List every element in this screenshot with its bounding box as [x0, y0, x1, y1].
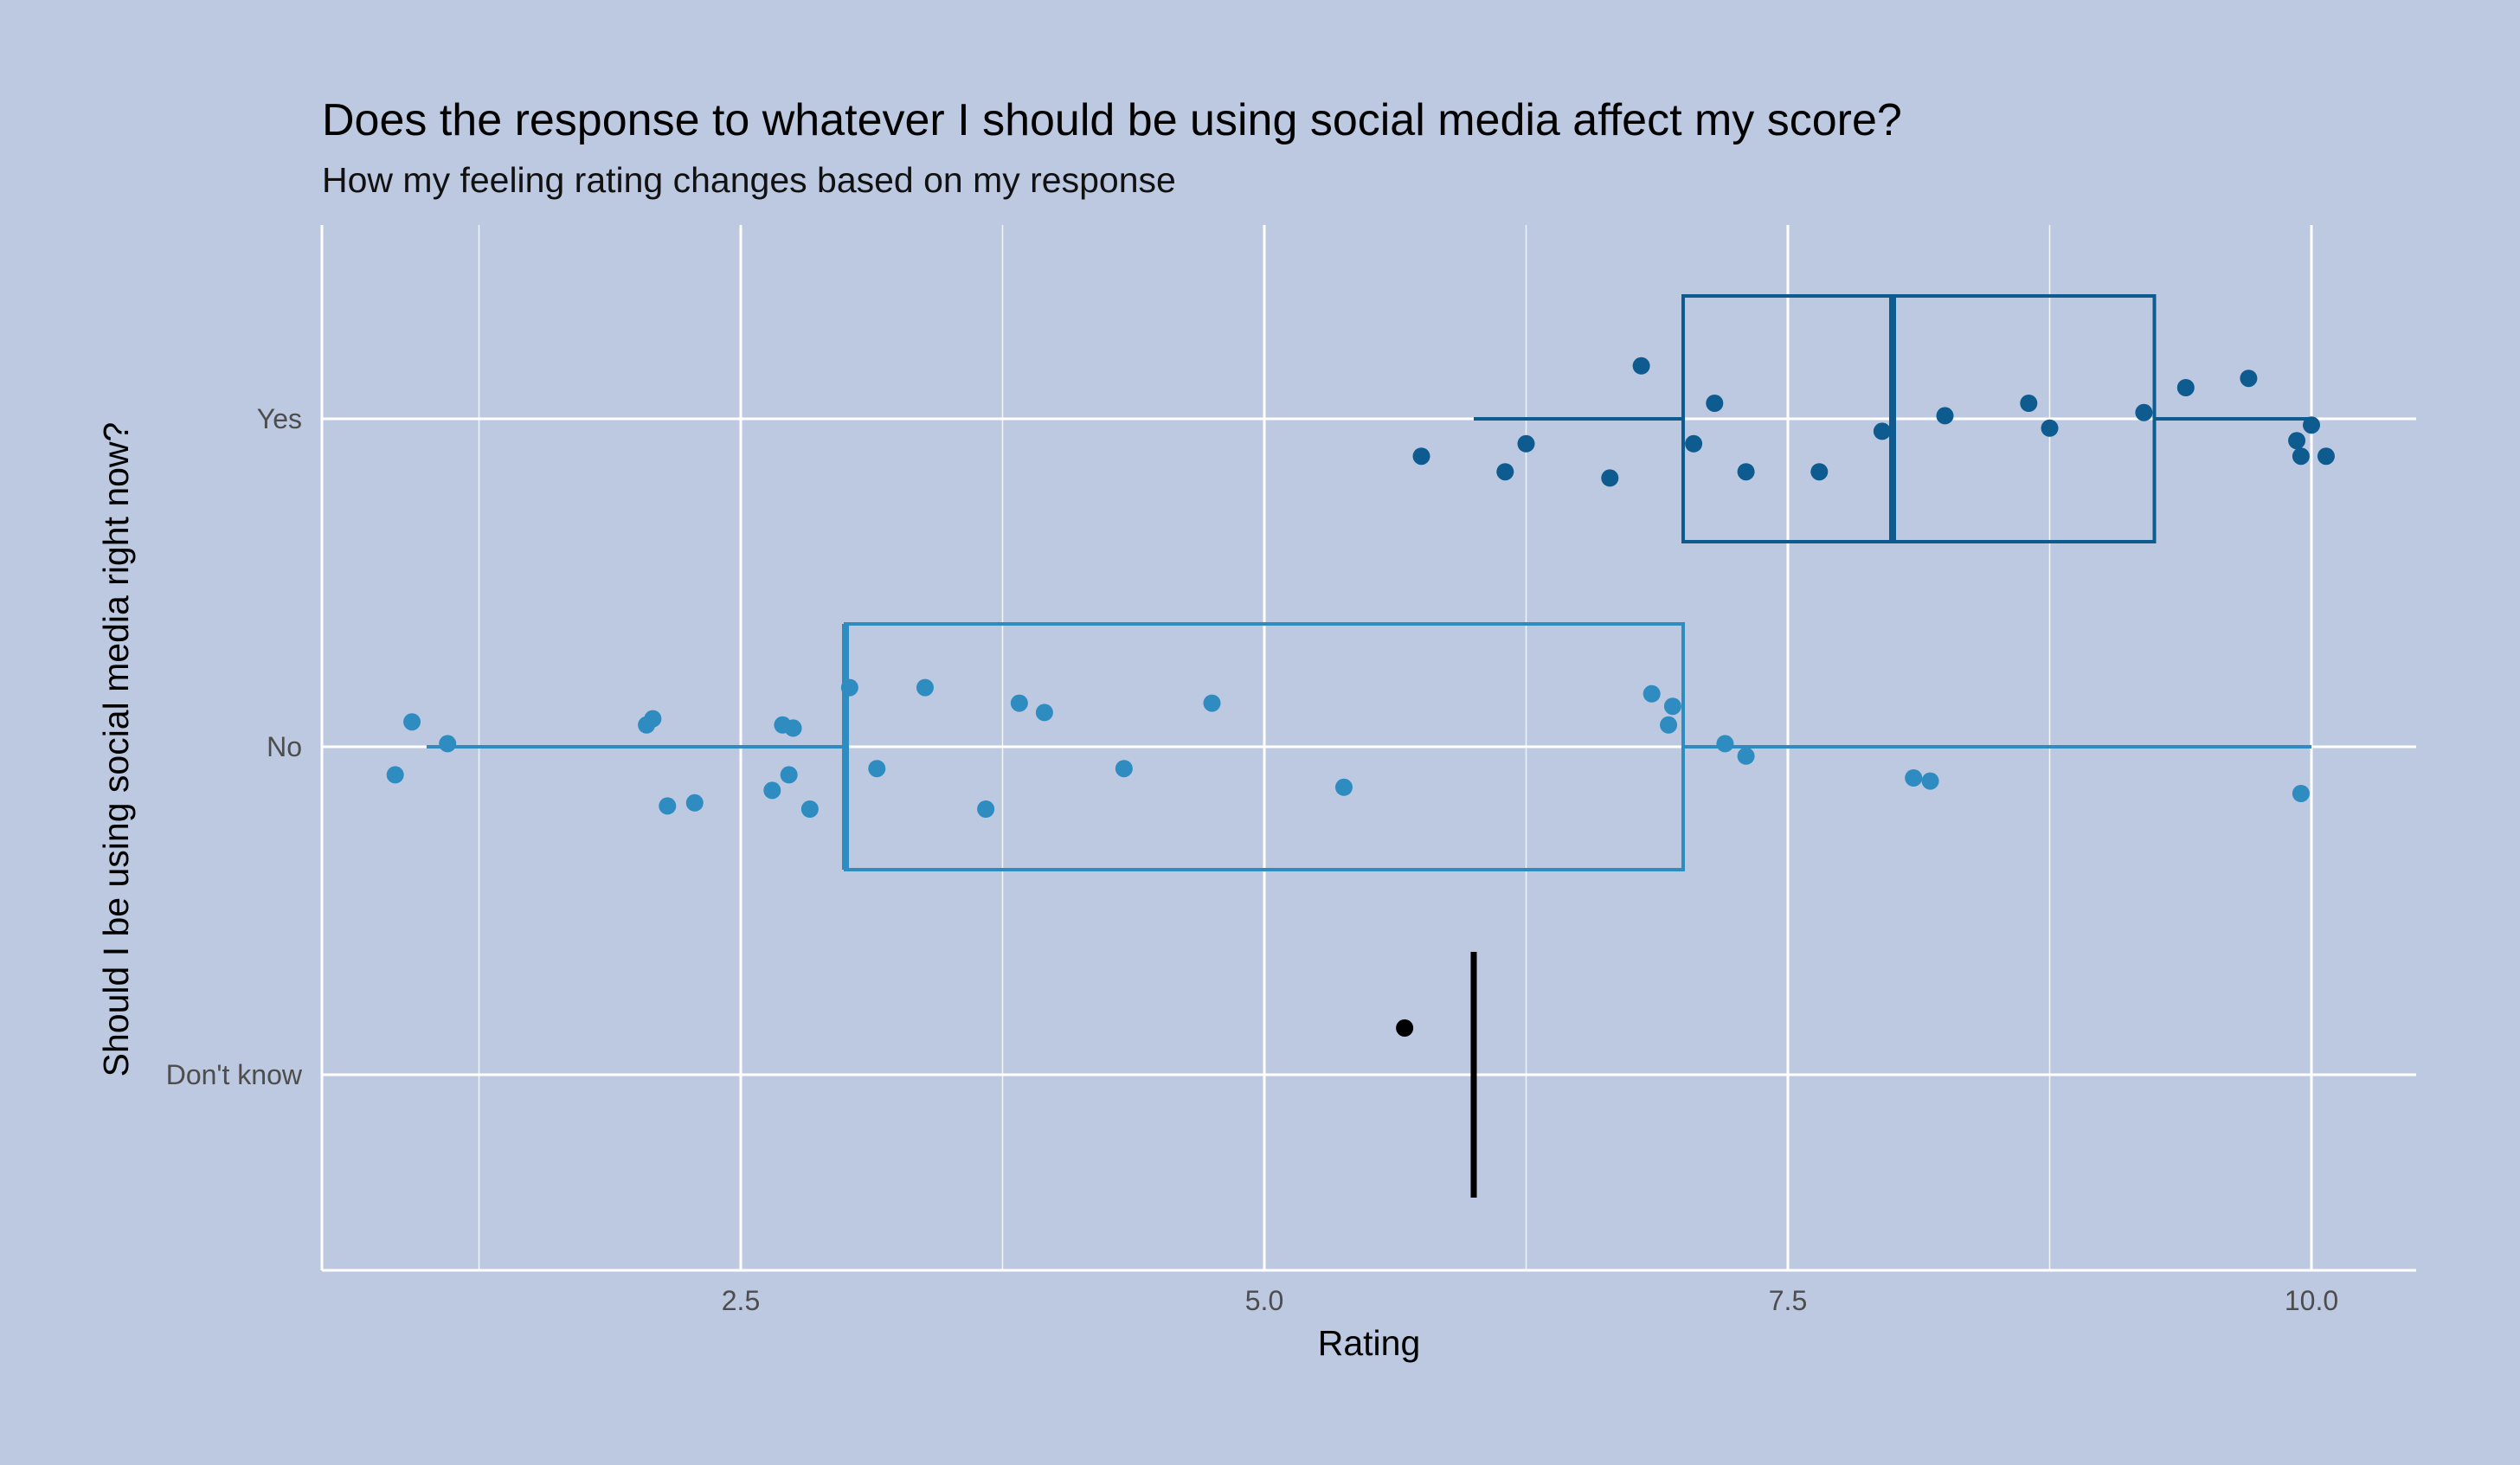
y-tick-label: No	[267, 731, 302, 762]
data-point	[868, 760, 886, 778]
data-point	[403, 713, 421, 731]
data-point	[1660, 716, 1678, 734]
data-point	[386, 766, 404, 784]
boxplot-0	[1474, 294, 2311, 543]
data-point	[1936, 407, 1954, 425]
data-point	[784, 719, 802, 737]
data-point	[1921, 772, 1939, 790]
y-axis-ticks: Yes No Don't know	[166, 403, 303, 1090]
y-axis-title: Should I be using social media right now…	[96, 422, 136, 1077]
data-point	[1706, 395, 1724, 412]
data-point	[439, 735, 457, 753]
chart-title: Does the response to whatever I should b…	[322, 95, 1902, 145]
data-point	[780, 766, 798, 784]
data-point	[1642, 684, 1661, 703]
x-tick-label: 5.0	[1245, 1285, 1283, 1316]
data-point	[763, 781, 781, 800]
data-point	[2288, 432, 2306, 450]
data-point	[2292, 447, 2310, 466]
chart-subtitle: How my feeling rating changes based on m…	[322, 160, 1176, 200]
data-point	[2303, 416, 2320, 434]
data-point	[1334, 778, 1353, 796]
data-point	[2317, 447, 2335, 466]
data-point	[1905, 769, 1923, 787]
data-point	[644, 710, 662, 728]
data-points	[386, 357, 2335, 1037]
data-point	[1517, 434, 1535, 453]
data-point	[840, 678, 858, 697]
data-point	[1412, 447, 1430, 466]
data-point	[1396, 1019, 1414, 1037]
data-point	[1632, 357, 1650, 375]
data-point	[1737, 747, 1755, 765]
data-point	[2041, 419, 2059, 437]
y-tick-label: Yes	[257, 403, 302, 434]
data-point	[1873, 422, 1891, 440]
data-point	[1010, 694, 1028, 712]
data-point	[2135, 403, 2153, 421]
data-point	[1115, 760, 1133, 778]
data-point	[1810, 463, 1829, 481]
data-point	[1737, 463, 1755, 481]
data-point	[1716, 735, 1734, 753]
data-point	[1601, 469, 1619, 487]
data-point	[685, 794, 704, 812]
y-tick-label: Don't know	[166, 1059, 303, 1090]
x-tick-label: 2.5	[722, 1285, 760, 1316]
x-axis-title: Rating	[1318, 1323, 1421, 1363]
boxplots	[427, 294, 2311, 1198]
data-point	[2240, 369, 2258, 388]
data-point	[977, 800, 995, 818]
data-point	[1496, 463, 1514, 481]
box-iqr	[1681, 294, 2157, 543]
boxplot-1	[427, 622, 2311, 871]
data-point	[1663, 697, 1681, 716]
data-point	[2292, 785, 2310, 802]
x-tick-label: 10.0	[2285, 1285, 2338, 1316]
data-point	[800, 800, 819, 818]
data-point	[916, 678, 934, 697]
data-point	[1203, 694, 1221, 712]
x-tick-label: 7.5	[1769, 1285, 1807, 1316]
data-point	[2020, 395, 2038, 412]
data-point	[1035, 704, 1053, 722]
data-point	[659, 797, 677, 815]
x-axis-ticks: 2.5 5.0 7.5 10.0	[722, 1285, 2338, 1316]
data-point	[2176, 379, 2195, 396]
data-point	[1685, 434, 1703, 453]
